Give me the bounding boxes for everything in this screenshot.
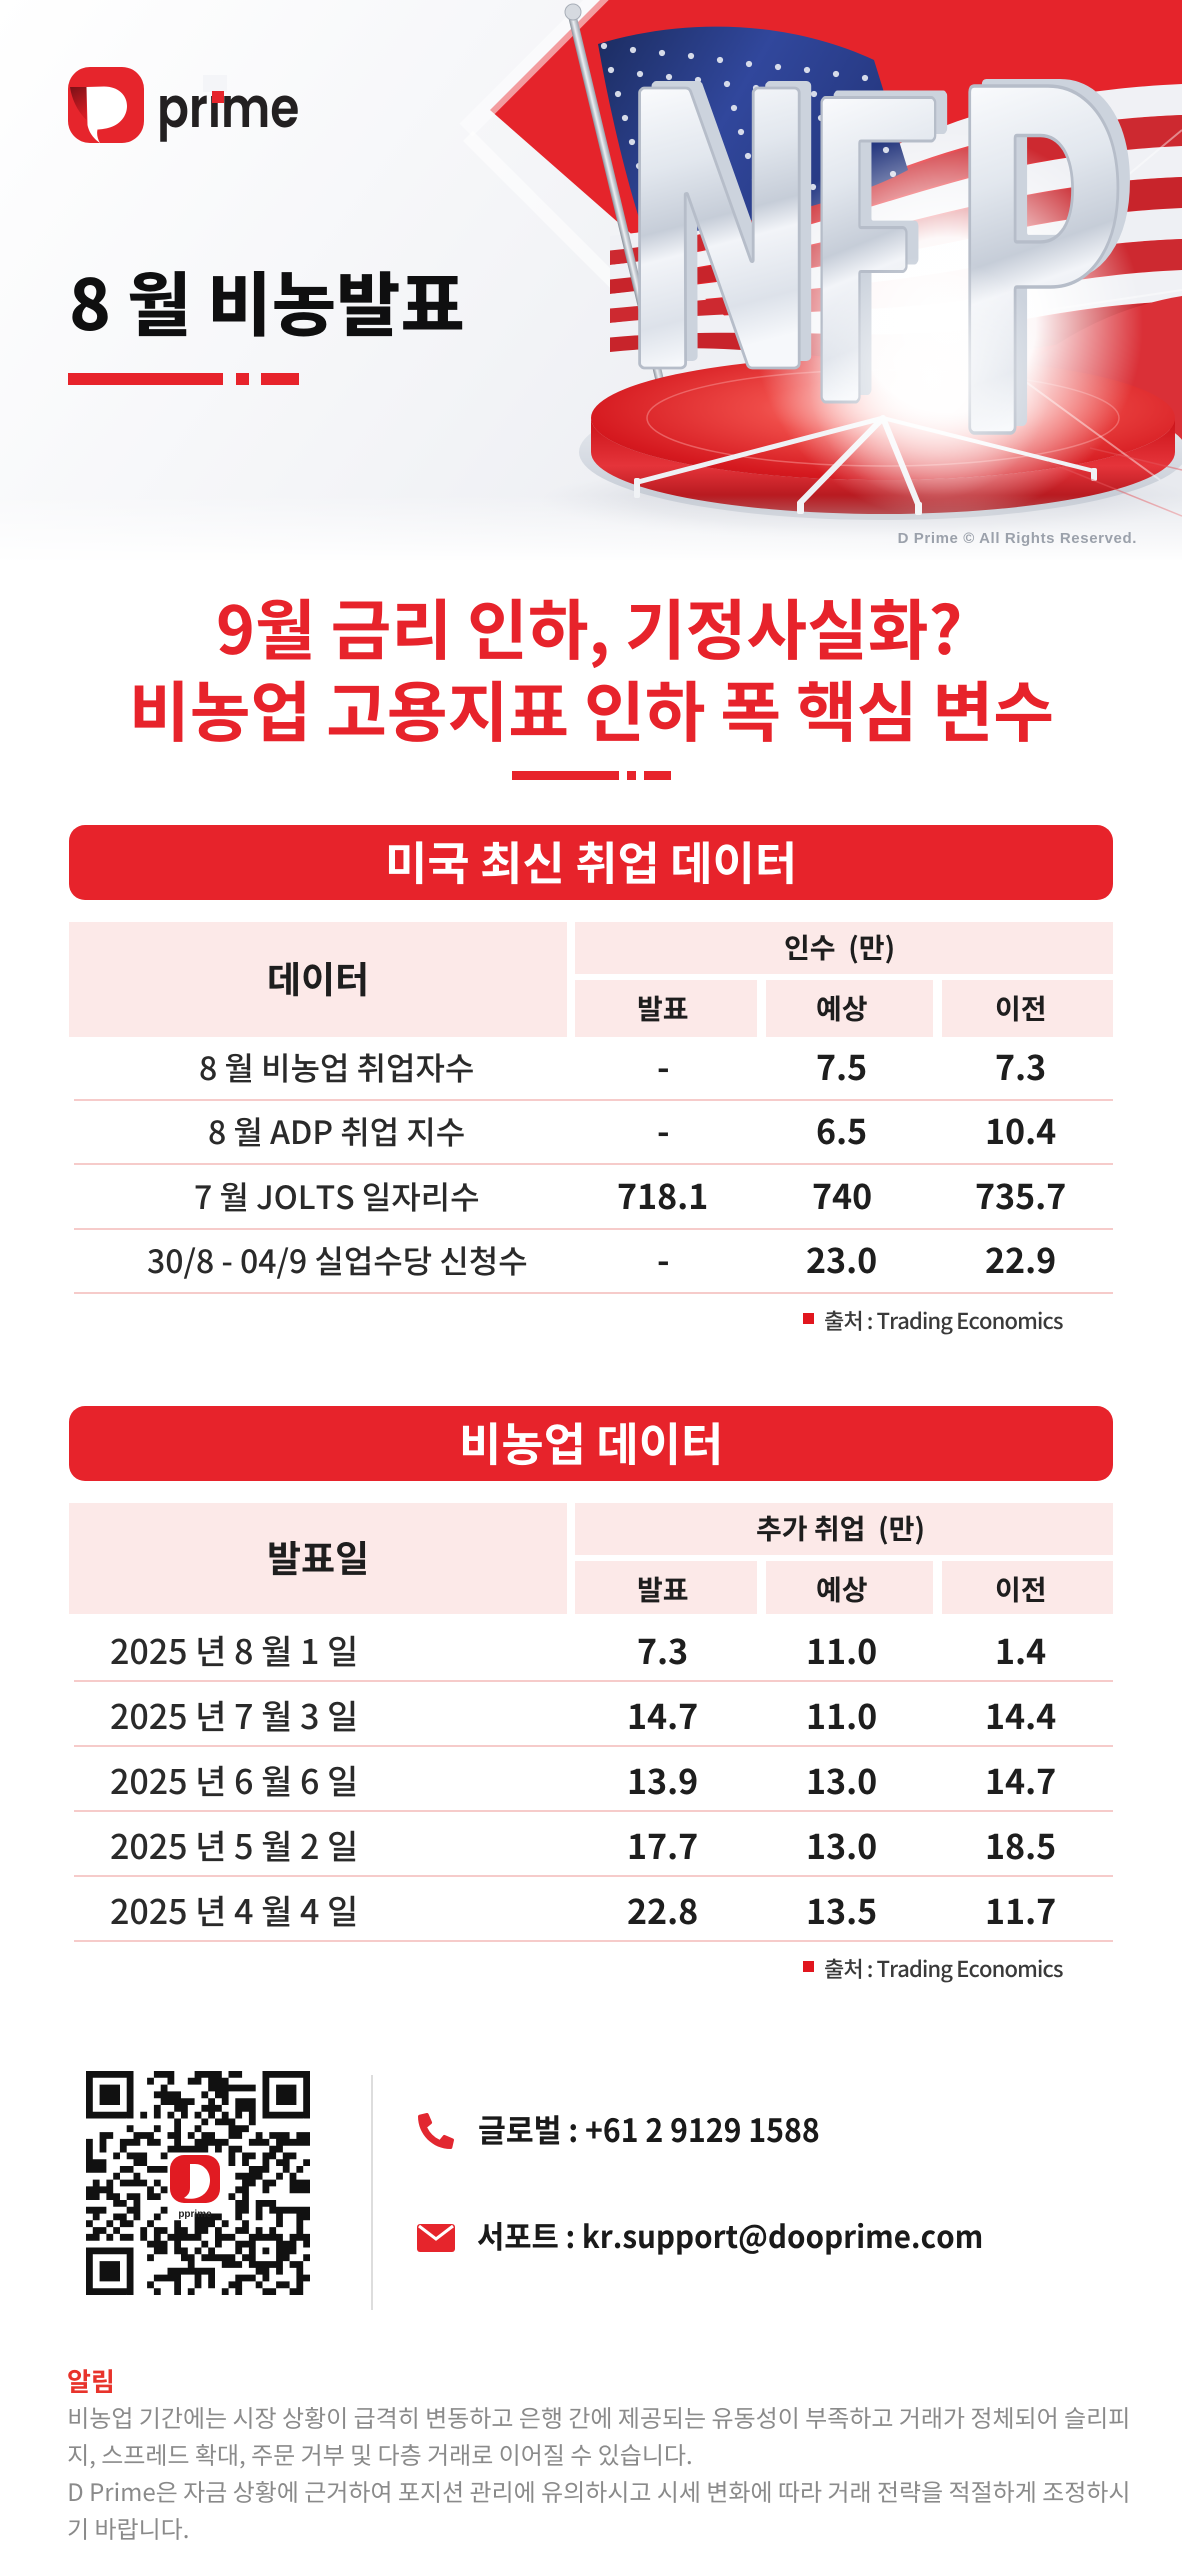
svg-text:pprime: pprime: [178, 2209, 212, 2220]
svg-text:D Prime © All Rights Reserved.: D Prime © All Rights Reserved.: [898, 530, 1137, 547]
